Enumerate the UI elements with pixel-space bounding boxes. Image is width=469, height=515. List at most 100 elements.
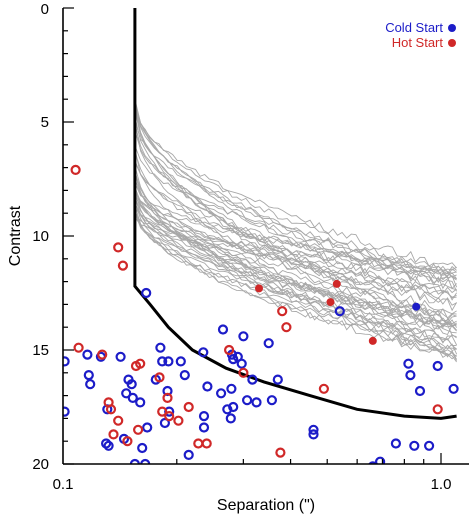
contrast-curve — [135, 163, 457, 299]
legend: Cold Start Hot Start — [385, 20, 456, 50]
cold-start-open-point — [409, 440, 420, 451]
cold-start-open-point — [368, 461, 378, 464]
contrast-curve — [135, 215, 457, 321]
cold-start-open-point — [135, 397, 146, 408]
cold-start-open-point — [225, 413, 236, 424]
cold-start-open-point — [103, 440, 114, 451]
cold-start-open-point — [100, 438, 112, 449]
cold-start-open-point — [222, 404, 233, 415]
sensitivity-limit — [133, 8, 457, 420]
contrast-curve — [135, 190, 457, 329]
contrast-curve — [135, 181, 457, 306]
cold-start-open-point — [216, 388, 227, 399]
x-tick-label-0.1: 0.1 — [53, 476, 74, 493]
hot-start-open-point — [70, 164, 81, 175]
hot-start-open-point — [238, 367, 249, 378]
contrast-curves — [135, 103, 458, 363]
cold-start-open-point — [63, 356, 70, 367]
cold-start-open-point — [390, 438, 401, 449]
cold-start-open-point — [217, 324, 229, 335]
legend-label-cold-start: Cold Start — [385, 20, 443, 35]
cold-start-open-point — [334, 306, 345, 317]
cold-start-open-point — [141, 287, 152, 299]
legend-marker-hot-start — [448, 39, 456, 47]
cold-start-open-point — [82, 349, 93, 360]
hot-start-open-point — [162, 392, 173, 403]
cold-start-open-point — [432, 360, 443, 372]
cold-start-open-point — [403, 358, 414, 369]
hot-start-open-point — [275, 447, 286, 458]
contrast-curve — [135, 209, 457, 361]
hot-start-open-point — [73, 342, 84, 353]
hot-start-open-point — [157, 406, 168, 417]
hot-start-open-point — [164, 411, 175, 422]
cold-start-open-point — [63, 406, 70, 417]
cold-start-open-point — [85, 379, 96, 390]
cold-start-open-point — [308, 429, 319, 440]
hot-start-open-point — [97, 349, 108, 360]
hot-start-open-point — [130, 360, 142, 372]
cold-start-open-point — [198, 347, 209, 358]
y-tick-label-20: 20 — [32, 456, 49, 473]
hot-start-filled-point — [332, 279, 341, 288]
contrast-curve — [135, 154, 457, 324]
cold-start-open-point — [159, 417, 170, 429]
hot-start-open-point — [108, 429, 119, 440]
contrast-curve — [135, 190, 457, 298]
hot-start-open-point — [117, 260, 129, 271]
cold-start-open-point — [448, 383, 459, 394]
hot-start-open-point — [133, 424, 144, 435]
cold-start-open-point — [140, 458, 151, 464]
cold-start-open-point — [183, 449, 194, 460]
contrast-curve — [135, 112, 457, 290]
hot-start-open-point — [105, 404, 117, 415]
cold-start-open-point — [162, 385, 173, 397]
hot-start-open-point — [154, 372, 165, 383]
y-tick-label-5: 5 — [41, 114, 49, 131]
contrast-curve — [135, 176, 458, 355]
cold-start-open-point — [123, 374, 134, 385]
contrast-curve — [135, 124, 457, 281]
contrast-curve — [135, 121, 457, 328]
hot-start-filled-point — [255, 284, 263, 293]
x-tick-label-1.0: 1.0 — [431, 476, 452, 493]
cold-start-open-point — [424, 440, 435, 451]
cold-start-open-point — [155, 342, 166, 353]
y-tick-label-0: 0 — [41, 1, 49, 18]
hot-start-open-point — [173, 415, 184, 426]
contrast-curve — [135, 103, 457, 312]
cold-start-open-point — [247, 374, 258, 385]
cold-start-open-point — [127, 392, 138, 403]
cold-start-open-point — [414, 385, 426, 397]
contrast-curve — [135, 215, 457, 278]
hot-start-open-point — [318, 383, 329, 394]
cold-start-open-point — [238, 331, 249, 342]
contrast-curve — [135, 134, 458, 292]
cold-start-open-point — [157, 356, 168, 367]
cold-start-open-point — [83, 370, 94, 381]
hot-start-open-point — [201, 438, 212, 449]
cold-start-open-point — [179, 370, 190, 381]
y-axis-label: Contrast — [7, 205, 24, 266]
cold-start-open-point — [272, 374, 283, 385]
contrast-curve — [135, 176, 457, 363]
hot-start-open-point — [281, 322, 292, 333]
x-axis-label: Separation (") — [217, 497, 315, 514]
hot-start-open-point — [432, 404, 443, 415]
cold-start-open-point — [198, 422, 210, 433]
contrast-curve — [135, 199, 457, 328]
cold-start-open-point — [115, 351, 126, 362]
axes — [62, 7, 469, 465]
cold-start-open-point — [226, 383, 237, 394]
cold-start-open-point — [251, 397, 262, 408]
contrast-curve — [135, 169, 457, 360]
cold-start-open-point — [263, 338, 274, 349]
cold-start-open-point — [198, 411, 210, 422]
hot-start-open-point — [183, 401, 194, 413]
data-points — [63, 164, 459, 464]
cold-start-open-point — [236, 358, 247, 369]
cold-start-open-point — [163, 356, 174, 367]
hot-start-open-point — [113, 415, 124, 426]
cold-start-open-point — [308, 424, 319, 435]
